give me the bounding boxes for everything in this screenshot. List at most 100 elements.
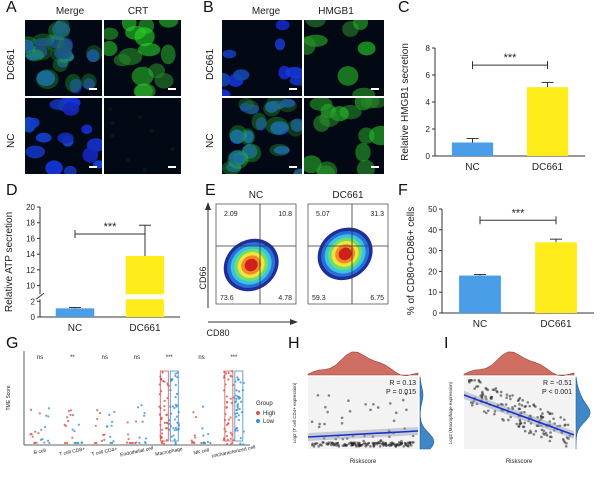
scatter-point xyxy=(363,441,367,445)
point-high xyxy=(229,437,232,440)
nucleus xyxy=(239,102,252,113)
point-low xyxy=(138,436,141,439)
green-stain xyxy=(304,36,316,55)
green-stain xyxy=(265,116,289,135)
scatter-point xyxy=(552,417,555,421)
nucleus xyxy=(83,78,95,91)
scatter-point xyxy=(468,380,471,384)
faint-stain xyxy=(110,120,115,125)
point-high xyxy=(160,417,163,421)
point-low xyxy=(234,380,237,383)
point-low xyxy=(239,442,242,445)
quadrant-lr: 4.78 xyxy=(278,295,292,302)
scatter-point xyxy=(499,394,503,397)
scatter-point xyxy=(522,425,526,429)
green-stain xyxy=(251,112,267,131)
point-high xyxy=(30,432,33,436)
scatter-point xyxy=(364,402,367,406)
point-high xyxy=(229,431,232,434)
point-high xyxy=(163,421,166,424)
flow-title-dc661: DC661 xyxy=(332,190,364,201)
nucleus xyxy=(86,49,100,63)
point-low xyxy=(174,372,177,375)
x-tick-label: T cell CD8+ xyxy=(59,446,86,457)
axis-break-mark xyxy=(35,292,45,300)
bar-dc661 xyxy=(526,87,569,156)
scatter-point xyxy=(507,418,510,422)
green-stain xyxy=(293,169,302,174)
scatter-point xyxy=(327,394,331,397)
point-low xyxy=(235,427,238,430)
scatter-point xyxy=(523,405,527,409)
point-low xyxy=(174,426,178,429)
scatter-point xyxy=(541,415,545,419)
point-low xyxy=(171,405,175,408)
point-low xyxy=(143,411,146,415)
y-tick-label: 16 xyxy=(26,234,35,243)
point-high xyxy=(126,433,130,436)
point-low xyxy=(71,414,74,417)
scatter-point xyxy=(520,404,524,407)
nucleus xyxy=(285,66,302,79)
point-low xyxy=(141,420,144,423)
chart-h: R = 0.13 P = 0.015 Riskscore Log2 (T cell C… xyxy=(292,351,435,465)
scatter-point xyxy=(392,419,396,423)
point-low xyxy=(237,418,240,422)
x-axis-label: Riskscore xyxy=(350,459,377,465)
scatter-point xyxy=(404,442,408,446)
point-low xyxy=(201,427,204,430)
point-low xyxy=(71,428,74,431)
scatter-point xyxy=(327,442,330,446)
y-tick-label: 20 xyxy=(26,203,35,212)
scatter-point xyxy=(355,445,358,448)
panel-b-col-hmgb1: HMGB1 xyxy=(318,6,354,17)
green-stain xyxy=(356,159,375,174)
nucleus xyxy=(81,124,93,135)
green-stain xyxy=(85,45,102,62)
scatter-point xyxy=(508,394,512,398)
scatter-point xyxy=(402,444,406,448)
quadrant-ll: 73.6 xyxy=(220,295,234,302)
point-low xyxy=(175,405,178,408)
y-tick-label: 4 xyxy=(426,98,431,107)
nucleus xyxy=(273,146,290,155)
point-low xyxy=(235,415,238,418)
micrograph-a-dc661-crt xyxy=(104,20,181,96)
scatter-point xyxy=(509,415,513,419)
chart-g: TME Score ns B cell ** T cell CD8+ ns T cell C… xyxy=(6,351,275,460)
point-low xyxy=(169,405,172,408)
point-high xyxy=(125,441,129,444)
point-low xyxy=(80,441,83,444)
point-high xyxy=(230,401,233,405)
point-low xyxy=(172,427,175,430)
scatter-point xyxy=(526,401,530,404)
x-tick-label: B cell xyxy=(33,448,46,456)
scatter-point xyxy=(369,445,372,448)
point-low xyxy=(176,371,179,374)
green-stain xyxy=(134,83,156,96)
quadrant-lr: 6.75 xyxy=(370,295,384,302)
y-tick-label: 18 xyxy=(26,219,35,228)
scatter-point xyxy=(410,441,414,444)
x-tick-label: NC xyxy=(465,162,479,173)
bar-nc xyxy=(55,308,95,317)
significance-mark: *** xyxy=(230,355,238,361)
point-low xyxy=(74,441,77,445)
scatter-point xyxy=(505,393,509,396)
nucleus xyxy=(265,101,279,113)
point-high xyxy=(223,427,226,430)
point-low xyxy=(140,404,143,407)
scatter-point xyxy=(473,379,476,382)
flow-x-arrowhead xyxy=(290,319,298,325)
green-stain xyxy=(337,66,359,86)
annotation-p: P < 0.001 xyxy=(542,389,572,396)
point-low xyxy=(238,407,241,410)
panel-label-a: A xyxy=(6,0,17,16)
point-high xyxy=(127,437,130,441)
scatter-point xyxy=(486,388,490,392)
point-high xyxy=(128,441,132,444)
scatter-point xyxy=(493,410,497,413)
faint-stain xyxy=(110,133,115,138)
green-stain xyxy=(44,34,66,52)
x-tick-label: DC661 xyxy=(532,162,564,173)
